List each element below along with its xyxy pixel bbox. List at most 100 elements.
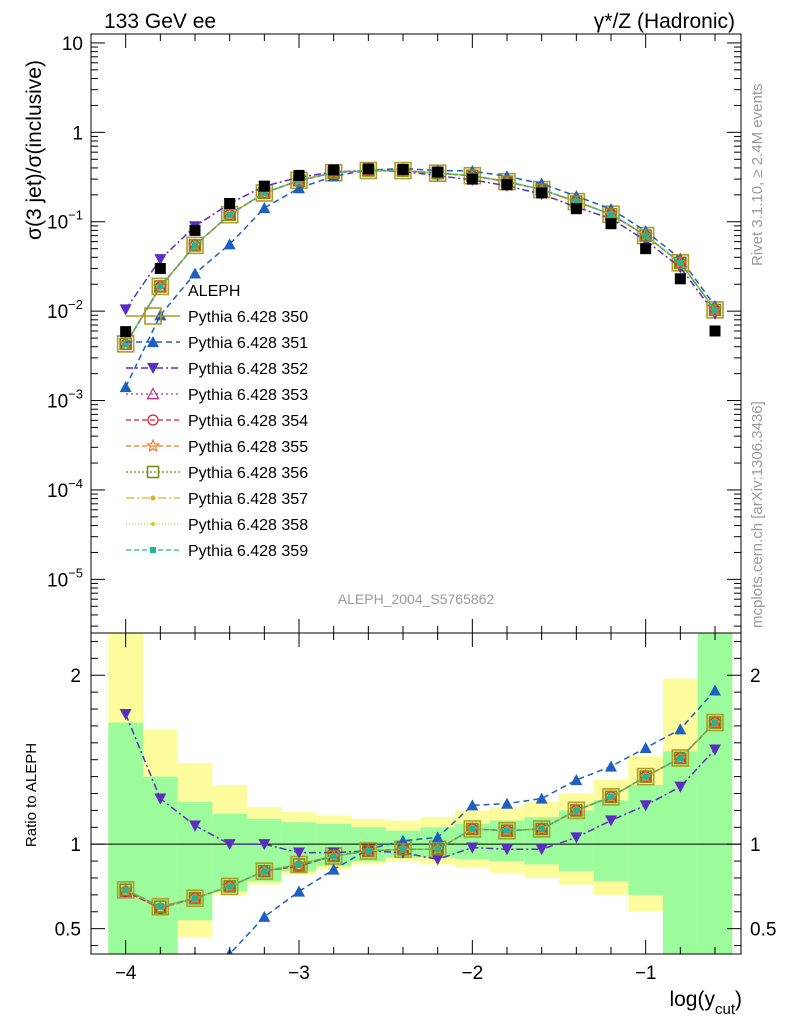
ratio-point: [122, 886, 129, 893]
legend-entry: Pythia 6.428 354: [126, 413, 308, 430]
y-tick-label: 10−5: [47, 565, 83, 591]
legend-marker: [146, 465, 160, 479]
data-point: [466, 173, 478, 185]
y-tick-label: 10−4: [47, 476, 83, 502]
ratio-line: [124, 713, 716, 861]
data-point: [154, 262, 166, 274]
ratio-point: [431, 831, 444, 843]
data-point: [536, 187, 548, 199]
ratio-point: [570, 832, 583, 844]
legend-label: Pythia 6.428 354: [188, 413, 308, 430]
ratio-point: [608, 793, 614, 800]
series-point: [261, 189, 268, 196]
data-point: [501, 179, 513, 191]
main-curves: [116, 161, 724, 393]
ratio-series-359: [122, 719, 718, 910]
data-point: [674, 273, 686, 285]
series-point: [608, 211, 614, 218]
series-point: [639, 229, 652, 242]
series-point: [223, 238, 236, 250]
series-point: [674, 256, 687, 270]
main-y-axis: 10 1 10−1 10−2 10−3 10−4 10−5: [47, 34, 741, 627]
ratio-point: [327, 849, 340, 863]
series-line: [125, 169, 716, 315]
ratio-y-label-right: 2: [750, 666, 761, 687]
ratio-point: [153, 900, 168, 915]
ratio-point: [706, 713, 724, 732]
ratio-point: [570, 773, 583, 786]
ratio-point: [296, 861, 302, 868]
series-point: [119, 304, 132, 316]
ratio-point: [258, 839, 271, 851]
y-tick-label: 10−3: [47, 387, 83, 413]
series-line: [125, 169, 716, 345]
band-green: [108, 722, 143, 954]
ratio-point: [501, 797, 513, 809]
legend-marker: [151, 522, 155, 526]
y-tick-label: 10: [62, 34, 83, 55]
ratio-point: [192, 895, 198, 902]
legend-marker: [147, 336, 159, 348]
ratio-y-label: 2: [70, 666, 81, 687]
legend-label: Pythia 6.428 359: [188, 543, 308, 560]
legend-marker: [145, 438, 161, 453]
ratio-point: [188, 891, 202, 905]
ratio-point: [119, 708, 132, 721]
legend-marker: [147, 362, 159, 374]
legend-entry: Pythia 6.428 356: [126, 465, 308, 482]
data-point: [397, 163, 409, 175]
ratio-point: [709, 684, 721, 696]
ratio-point: [709, 744, 721, 756]
ratio-point: [223, 880, 236, 893]
ratio-point: [330, 853, 337, 860]
ratio-point: [677, 755, 684, 762]
ratio-y-label: 0.5: [55, 920, 81, 941]
ratio-point: [708, 716, 722, 729]
data-point: [432, 166, 444, 178]
series-line: [124, 167, 716, 388]
series-point: [157, 283, 164, 290]
series-point: [226, 211, 233, 218]
ratio-point: [226, 883, 233, 890]
legend-label: Pythia 6.428 351: [188, 335, 308, 352]
ratio-point: [365, 847, 372, 854]
x-axis-label: log(ycut): [669, 988, 742, 1018]
ratio-point: [504, 827, 510, 834]
ratio-point: [220, 877, 239, 896]
legend-label: Pythia 6.428 358: [188, 517, 308, 534]
series-point: [154, 254, 167, 266]
legend-marker: [146, 387, 160, 400]
ratio-point: [535, 844, 548, 856]
legend-entry: Pythia 6.428 355: [126, 438, 308, 456]
ratio-point: [116, 880, 135, 899]
ratio-ylabel: Ratio to ALEPH: [23, 743, 40, 847]
main-ylabel: σ(3 jet)/σ(inclusive): [23, 60, 46, 240]
ratio-series-352: [119, 708, 721, 866]
legend-entry: Pythia 6.428 350: [126, 307, 308, 326]
ratio-point: [469, 825, 476, 832]
ratio-point: [642, 773, 649, 780]
ratio-line: [125, 722, 716, 908]
series-point: [293, 182, 305, 194]
series-point: [151, 277, 170, 296]
series-point: [119, 337, 132, 351]
ratio-x-axis: −4 −3 −2 −1: [90, 633, 716, 984]
legend-marker: [150, 547, 156, 553]
y-tick-label: 1: [72, 123, 83, 144]
ratio-point: [293, 847, 305, 859]
legend-marker: [147, 414, 159, 426]
legend-marker: [144, 307, 162, 325]
series-point: [712, 306, 718, 313]
series-point: [186, 236, 204, 255]
ratio-point: [466, 799, 479, 811]
ratio-point: [154, 956, 166, 967]
data-point: [605, 218, 617, 230]
legend-label: ALEPH: [188, 283, 240, 300]
legend-entry-data: ALEPH: [188, 283, 240, 300]
series-point: [573, 198, 580, 205]
data-point: [258, 180, 270, 192]
legend-label: Pythia 6.428 352: [188, 361, 308, 378]
ratio-point: [674, 751, 687, 765]
y-tick-label: 10−1: [47, 208, 83, 234]
ratio-point: [119, 883, 132, 897]
